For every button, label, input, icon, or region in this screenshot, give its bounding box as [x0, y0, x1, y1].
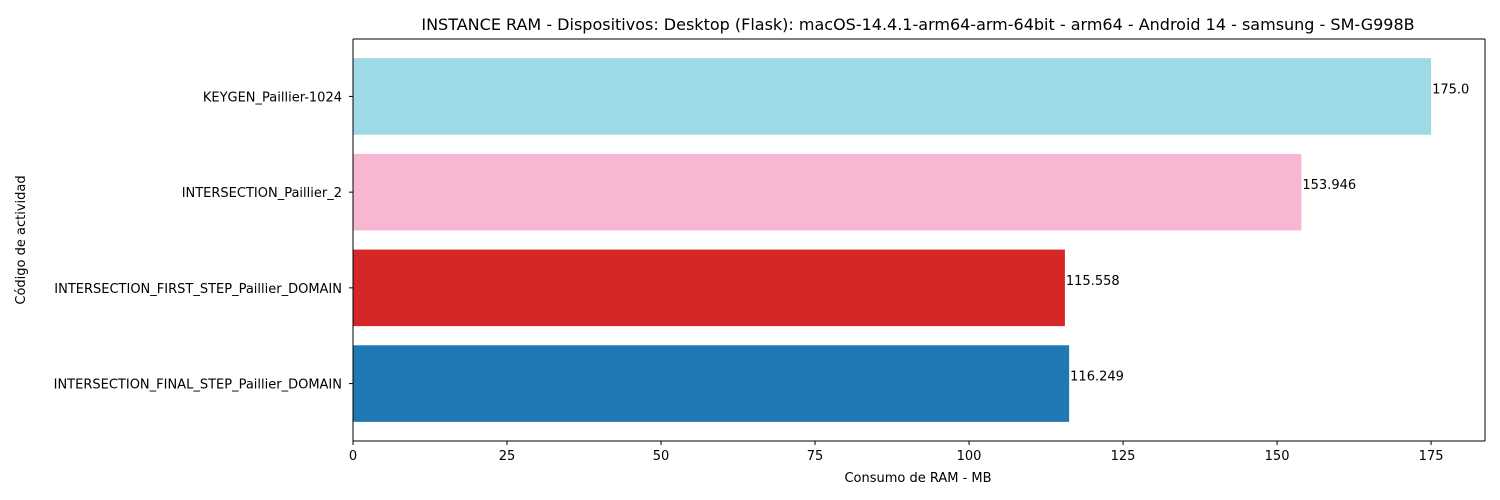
y-tick-label-1: KEYGEN_Paillier-1024	[203, 90, 342, 105]
bar-4	[353, 345, 1070, 422]
bar-2	[353, 153, 1302, 231]
y-axis-label: Código de actividad	[14, 175, 29, 304]
bar-value-label-1: 175.0	[1432, 82, 1469, 97]
bar-1	[353, 58, 1432, 135]
x-tick-label-150: 150	[1265, 449, 1290, 464]
bars-group: 175.0 153.946 115.558 116.249	[353, 58, 1469, 422]
x-tick-label-175: 175	[1419, 449, 1444, 464]
x-tick-label-75: 75	[807, 449, 824, 464]
x-tick-label-0: 0	[349, 449, 357, 464]
bar-value-label-2: 153.946	[1302, 178, 1356, 193]
bar-value-label-4: 116.249	[1070, 370, 1124, 385]
bar-value-label-3: 115.558	[1066, 274, 1120, 289]
x-tick-label-50: 50	[653, 449, 670, 464]
x-tick-label-125: 125	[1111, 449, 1136, 464]
x-axis-label: Consumo de RAM - MB	[844, 471, 991, 486]
x-tick-label-25: 25	[499, 449, 516, 464]
x-tick-label-100: 100	[957, 449, 982, 464]
x-ticks-group: 0 25 50 75 100 125 150 175	[349, 441, 1444, 464]
chart-title: INSTANCE RAM - Dispositivos: Desktop (Fl…	[421, 15, 1414, 34]
y-tick-label-4: INTERSECTION_FINAL_STEP_Paillier_DOMAIN	[54, 378, 342, 393]
axes-frame	[352, 38, 1486, 442]
bar-3	[353, 249, 1065, 327]
y-tick-label-3: INTERSECTION_FIRST_STEP_Paillier_DOMAIN	[54, 282, 342, 297]
y-tick-labels-group: KEYGEN_Paillier-1024 INTERSECTION_Paillie…	[54, 90, 353, 393]
y-tick-label-2: INTERSECTION_Paillier_2	[182, 186, 342, 201]
